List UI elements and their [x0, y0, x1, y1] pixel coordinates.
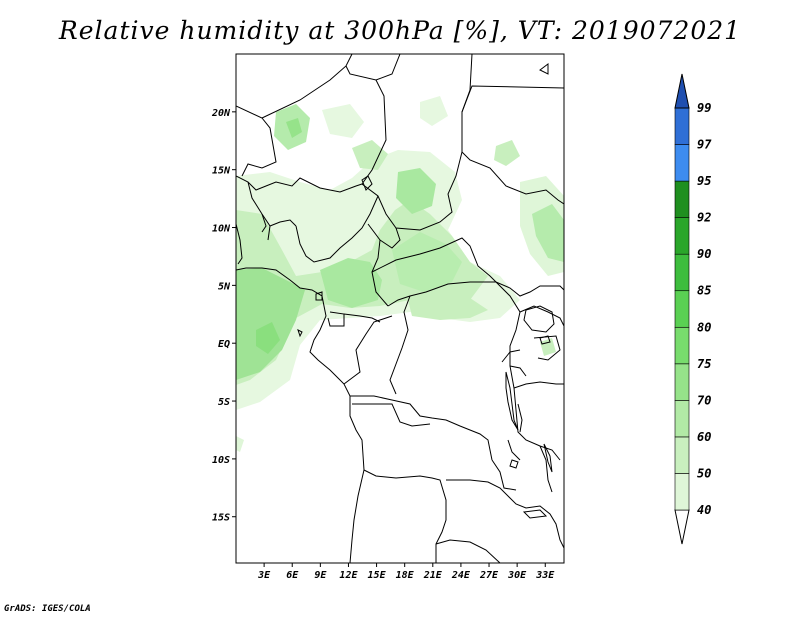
colorbar-segment [674, 107, 690, 145]
colorbar-label: 75 [697, 357, 711, 371]
lon-label: 30E [507, 570, 527, 581]
colorbar-label: 99 [697, 101, 711, 115]
coastal-islands [297, 63, 549, 338]
colorbar-segment [674, 217, 690, 255]
lon-label: 33E [535, 570, 555, 581]
colorbar-label: 40 [697, 503, 711, 517]
chart-title: Relative humidity at 300hPa [%], VT: 201… [58, 16, 742, 45]
lon-label: 21E [423, 570, 443, 581]
colorbar-label: 70 [697, 393, 711, 407]
colorbar-label: 97 [697, 138, 712, 152]
colorbar-segment [674, 400, 690, 438]
colorbar-label: 60 [697, 430, 711, 444]
lon-label: 9E [314, 570, 327, 581]
lon-label: 12E [339, 570, 358, 581]
colorbar-segment [674, 144, 690, 182]
lat-label: 15S [212, 513, 230, 524]
colorbar-segment [674, 326, 690, 365]
colorbar-under-triangle [674, 509, 690, 545]
lon-label: 24E [451, 570, 471, 581]
colorbar-label: 92 [697, 211, 711, 225]
colorbar: 40 50 60 70 75 80 85 90 92 95 97 99 [674, 73, 712, 545]
lon-label: 3E [257, 570, 271, 581]
colorbar-label: 50 [697, 466, 711, 480]
colorbar-segment [674, 253, 690, 292]
lakes [361, 175, 555, 519]
lat-label: 15N [212, 166, 231, 177]
colorbar-label: 85 [697, 284, 711, 298]
colorbar-segment [674, 473, 690, 511]
lon-label: 15E [368, 570, 387, 581]
colorbar-segment [674, 436, 690, 474]
colorbar-label: 80 [697, 320, 711, 334]
colorbar-segment [674, 363, 690, 401]
lon-label: 18E [396, 570, 415, 581]
colorbar-over-triangle [674, 73, 690, 109]
country-borders [236, 54, 564, 563]
grads-credit: GrADS: IGES/COLA [4, 604, 91, 614]
colorbar-segment [674, 180, 690, 218]
lat-label: 10S [212, 455, 230, 466]
lon-label: 6E [286, 570, 299, 581]
lat-label: 10N [212, 224, 231, 235]
map-frame [235, 53, 565, 564]
colorbar-label: 95 [697, 174, 711, 188]
longitude-axis: 3E 6E 9E 12E 15E 18E 21E 24E 27E 30E 33E [257, 563, 555, 581]
lat-label: 20N [211, 108, 231, 119]
lat-label: EQ [218, 339, 230, 350]
colorbar-segment [674, 290, 690, 328]
lat-label: 5S [218, 397, 230, 408]
colorbar-label: 90 [697, 247, 711, 261]
latitude-axis: 20N 15N 10N 5N EQ 5S 10S 15S [211, 108, 236, 524]
lat-label: 5N [218, 281, 231, 292]
lon-label: 27E [479, 570, 499, 581]
